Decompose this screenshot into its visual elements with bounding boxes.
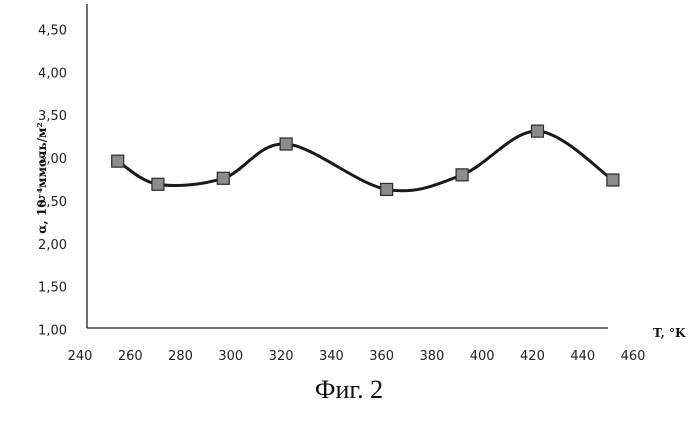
y-tick-label: 4,00 — [38, 66, 67, 81]
data-point-marker — [152, 178, 164, 190]
data-point-marker — [280, 138, 292, 150]
y-tick-label: 1,00 — [38, 324, 67, 339]
y-tick-label: 4,50 — [38, 24, 67, 39]
figure-caption: Фиг. 2 — [315, 375, 383, 404]
y-tick-label: 1,50 — [38, 281, 67, 296]
data-point-marker — [456, 169, 468, 181]
x-tick-label: 460 — [621, 349, 646, 364]
x-tick-label: 240 — [68, 349, 93, 364]
x-tick-label: 400 — [470, 349, 495, 364]
y-tick-label: 3,50 — [38, 109, 67, 124]
data-point-marker — [531, 125, 543, 137]
x-tick-label: 340 — [319, 349, 344, 364]
x-tick-label: 380 — [419, 349, 444, 364]
y-tick-label: 2,00 — [38, 238, 67, 253]
x-tick-label: 300 — [218, 349, 243, 364]
x-tick-label: 360 — [369, 349, 394, 364]
data-point-marker — [217, 172, 229, 184]
x-tick-label: 420 — [520, 349, 545, 364]
x-tick-label: 440 — [570, 349, 595, 364]
x-tick-label: 280 — [168, 349, 193, 364]
data-point-marker — [112, 155, 124, 167]
data-point-marker — [381, 183, 393, 195]
x-tick-label: 320 — [269, 349, 294, 364]
axes — [87, 4, 608, 328]
data-point-marker — [607, 174, 619, 186]
y-axis-title: α, 10⁻⁴ммоль/м² — [35, 122, 49, 233]
x-tick-label: 260 — [118, 349, 143, 364]
series-line — [118, 131, 613, 191]
x-tick-labels: 240 260 280 300 320 340 360 380 400 420 440 460 — [68, 349, 646, 364]
x-axis-title: T, °K — [653, 326, 686, 340]
